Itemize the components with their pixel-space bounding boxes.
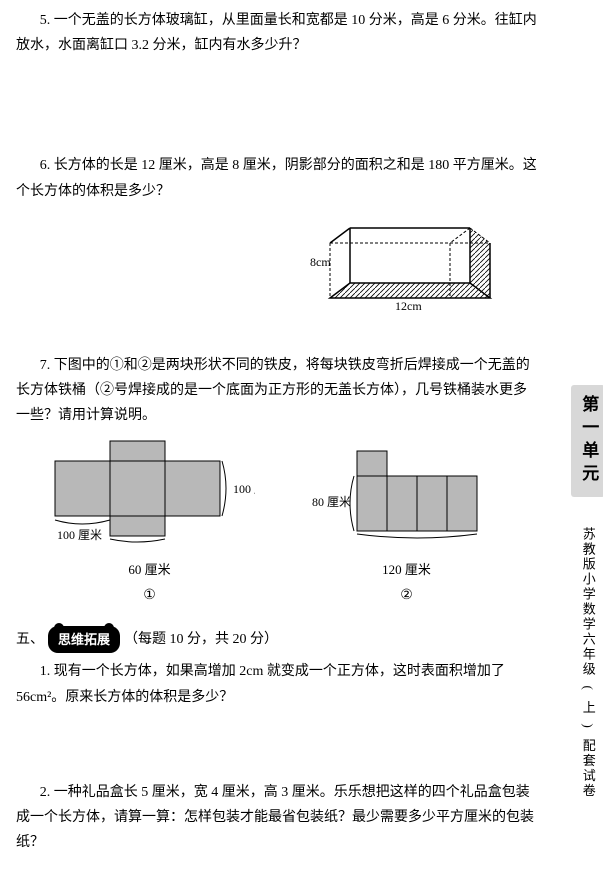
section-5-number: 五、 bbox=[16, 627, 44, 652]
fig7-1-60: 60 厘米 bbox=[45, 558, 255, 581]
section5-q1: 1. 现有一个长方体，如果高增加 2cm 就变成一个正方体，这时表面积增加了 5… bbox=[16, 659, 540, 709]
fig7-1-h100: 100 厘米 bbox=[233, 482, 255, 496]
section-5-header: 五、 思维拓展 （每题 10 分，共 20 分） bbox=[16, 626, 540, 653]
problem-6-text: 6. 长方体的长是 12 厘米，高是 8 厘米，阴影部分的面积之和是 180 平… bbox=[16, 153, 540, 203]
net-2-svg: 80 厘米 bbox=[312, 446, 502, 546]
problem-6: 6. 长方体的长是 12 厘米，高是 8 厘米，阴影部分的面积之和是 180 平… bbox=[16, 153, 540, 312]
side-unit: 第一单元 bbox=[571, 385, 603, 497]
fig6-l-label: 12cm bbox=[395, 299, 422, 313]
fig6-h-label: 8cm bbox=[310, 255, 331, 269]
answer-space-5 bbox=[16, 68, 540, 153]
fig7-1-circled: ① bbox=[45, 583, 255, 608]
problem-7-text: 7. 下图中的①和②是两块形状不同的铁皮，将每块铁皮弯折后焊接成一个无盖的长方体… bbox=[16, 353, 540, 429]
net-1-svg: 100 厘米 100 厘米 bbox=[45, 436, 255, 546]
fig7-2-circled: ② bbox=[312, 583, 502, 608]
figure-7-1: 100 厘米 100 厘米 60 厘米 ① bbox=[45, 436, 255, 608]
fig7-1-w100: 100 厘米 bbox=[57, 528, 102, 542]
figure-6-cuboid: 8cm 12cm bbox=[310, 208, 500, 313]
side-strip: 第一单元 苏教版小学数学六年级(上)配套试卷 bbox=[575, 385, 601, 799]
section5-q1-text: 1. 现有一个长方体，如果高增加 2cm 就变成一个正方体，这时表面积增加了 5… bbox=[16, 659, 540, 709]
problem-5-text: 5. 一个无盖的长方体玻璃缸，从里面量长和宽都是 10 分米，高是 6 分米。往… bbox=[16, 8, 540, 58]
section-5-badge: 思维拓展 bbox=[48, 626, 120, 653]
section-5-points: （每题 10 分，共 20 分） bbox=[124, 627, 278, 652]
figure-7-2: 80 厘米 120 厘米 ② bbox=[312, 446, 502, 608]
figure-7-wrap: 100 厘米 100 厘米 60 厘米 ① 80 厘米 bbox=[16, 436, 540, 608]
problem-7: 7. 下图中的①和②是两块形状不同的铁皮，将每块铁皮弯折后焊接成一个无盖的长方体… bbox=[16, 353, 540, 608]
section5-q2-text: 2. 一种礼品盒长 5 厘米，宽 4 厘米，高 3 厘米。乐乐想把这样的四个礼品… bbox=[16, 780, 540, 856]
answer-space-s5-1 bbox=[16, 720, 540, 780]
fig7-2-120: 120 厘米 bbox=[312, 558, 502, 581]
section5-q2: 2. 一种礼品盒长 5 厘米，宽 4 厘米，高 3 厘米。乐乐想把这样的四个礼品… bbox=[16, 780, 540, 856]
problem-5: 5. 一个无盖的长方体玻璃缸，从里面量长和宽都是 10 分米，高是 6 分米。往… bbox=[16, 8, 540, 58]
side-book: 苏教版小学数学六年级(上)配套试卷 bbox=[576, 527, 599, 799]
answer-space-6 bbox=[16, 323, 540, 353]
figure-6-wrap: 8cm 12cm bbox=[16, 208, 540, 313]
fig7-2-80: 80 厘米 bbox=[312, 495, 351, 509]
